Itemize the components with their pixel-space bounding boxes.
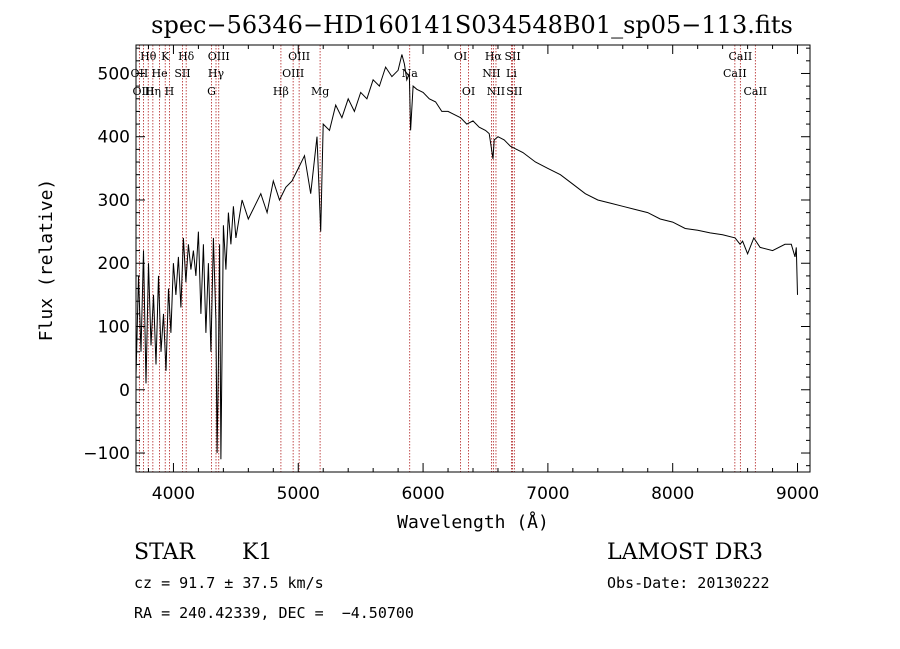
coordinates: RA = 240.42339, DEC = −4.50700 (134, 604, 414, 622)
line-id-label: SII (174, 67, 190, 80)
line-id-label: Mg (311, 85, 329, 98)
x-axis: 4000 5000 6000 7000 8000 9000 (147, 45, 819, 504)
x-tick-label: 9000 (776, 484, 819, 504)
line-id-markers (138, 45, 756, 472)
line-id-label: Hβ (273, 85, 289, 98)
x-tick-label: 8000 (651, 484, 694, 504)
y-tick-label: 400 (98, 128, 130, 148)
line-id-label: OIII (282, 67, 304, 80)
line-id-label: H (165, 85, 175, 98)
line-id-label: OI (454, 50, 467, 63)
line-id-label: OI (462, 85, 475, 98)
y-tick-label: −100 (83, 444, 130, 464)
obs-date: Obs-Date: 20130222 (607, 574, 770, 592)
y-axis: −100 0 100 200 300 400 500 (83, 47, 810, 467)
survey-name: LAMOST DR3 (607, 540, 763, 565)
line-id-label: Hθ (140, 50, 157, 63)
line-id-label: K (161, 50, 170, 63)
redshift-readout: cz = 91.7 ± 37.5 km/s (134, 574, 324, 592)
object-subclass: K1 (242, 540, 273, 565)
x-tick-label: 5000 (277, 484, 320, 504)
x-tick-label: 7000 (526, 484, 569, 504)
y-tick-label: 500 (98, 64, 130, 84)
y-tick-label: 100 (98, 318, 130, 338)
y-axis-label: Flux (relative) (36, 179, 57, 342)
line-id-label: Li (506, 67, 517, 80)
line-id-label: SII (506, 85, 522, 98)
object-class: STAR (134, 540, 195, 565)
line-id-label: OIII (288, 50, 310, 63)
line-id-label: OIII (132, 85, 154, 98)
line-id-label: Hδ (178, 50, 195, 63)
line-id-label: CaII (729, 50, 753, 63)
x-axis-label: Wavelength (Å) (397, 511, 549, 533)
line-id-label: CaII (723, 67, 747, 80)
line-id-label: NII (487, 85, 505, 98)
y-tick-label: 200 (98, 254, 130, 274)
line-id-label: Hα (485, 50, 503, 63)
y-tick-label: 300 (98, 191, 130, 211)
line-id-label: Na (402, 67, 419, 80)
line-id-label: OIII (208, 50, 230, 63)
x-tick-label: 4000 (152, 484, 195, 504)
x-tick-label: 6000 (401, 484, 444, 504)
plot-frame (135, 44, 811, 473)
line-id-label: He (152, 67, 168, 80)
line-id-label: CaII (743, 85, 767, 98)
line-id-label: NII (482, 67, 500, 80)
y-tick-label: 0 (119, 381, 130, 401)
chart-title: spec−56346−HD160141S034548B01_sp05−113.f… (151, 11, 793, 39)
line-id-label: Hη (145, 85, 161, 98)
line-id-label: G (207, 85, 216, 98)
spectrum-line (135, 54, 798, 460)
line-id-label: SII (504, 50, 520, 63)
line-id-label: Hγ (208, 67, 225, 80)
